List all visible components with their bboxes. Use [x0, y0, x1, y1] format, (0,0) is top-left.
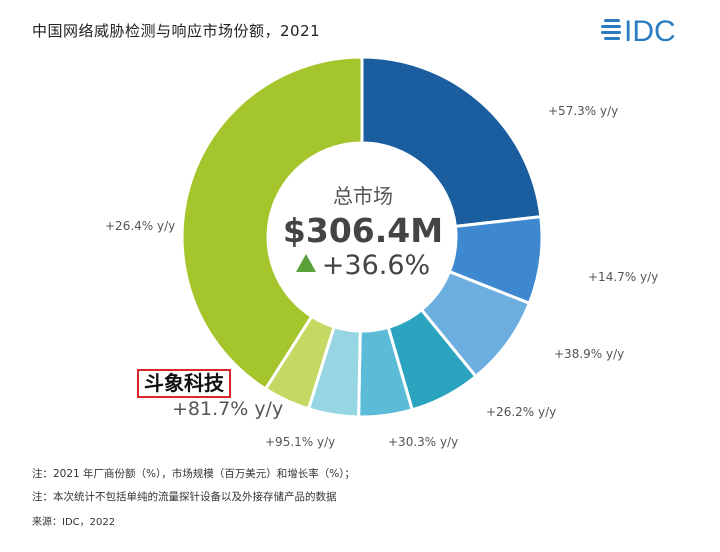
data-label-7: +81.7% y/y [172, 398, 284, 420]
total-growth: +36.6% [268, 250, 458, 281]
total-growth-value: +36.6% [321, 250, 431, 281]
chart-title: 中国网络威胁检测与响应市场份额，2021 [32, 22, 321, 40]
donut-hole [268, 143, 456, 331]
data-label-4: +26.2% y/y [486, 405, 557, 419]
highlighted-vendor: 斗象科技 [137, 369, 231, 398]
note-2: 注：本次统计不包括单纯的流量探针设备以及外接存储产品的数据 [32, 491, 337, 503]
globe-lines-icon [601, 19, 621, 40]
data-label-3: +38.9% y/y [554, 347, 625, 361]
up-triangle-icon [295, 254, 316, 272]
data-label-2: +14.7% y/y [588, 270, 659, 284]
logo-text: IDC [624, 15, 676, 46]
donut-center: 总市场 $306.4M +36.6% [268, 180, 458, 281]
source: 来源：IDC，2022 [32, 517, 116, 528]
total-market-value: $306.4M [282, 211, 444, 250]
data-label-1: +57.3% y/y [548, 104, 619, 118]
data-label-5: +30.3% y/y [388, 435, 459, 449]
data-label-6: +95.1% y/y [265, 435, 336, 449]
note-1: 注：2021 年厂商份额（%），市场规模（百万美元）和增长率（%）； [32, 468, 356, 480]
total-market-label: 总市场 [333, 184, 393, 208]
donut-segment-8 [180, 55, 364, 392]
data-label-8: +26.4% y/y [105, 219, 176, 233]
idc-logo: IDC [601, 15, 676, 46]
